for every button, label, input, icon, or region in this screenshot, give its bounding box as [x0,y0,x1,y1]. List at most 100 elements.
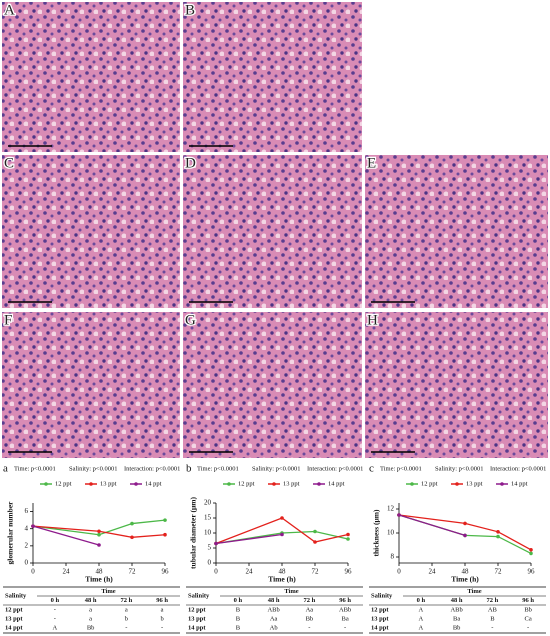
column-header: 96 h [156,597,168,604]
x-tick-label: 96 [528,568,536,576]
y-axis-label: tubular diameter (μm) [189,497,198,569]
micrograph [2,312,180,458]
x-tick-label: 24 [63,568,71,576]
legend-label: 12 ppt [421,480,438,487]
x-tick-label: 48 [279,568,287,576]
series-line [215,530,349,545]
data-point [463,533,467,538]
series-line [32,525,166,538]
data-point [346,532,350,537]
table-cell: B [490,615,495,622]
legend-marker [44,482,48,486]
table-cell: B [236,606,241,613]
y-tick-label: 15 [204,514,212,522]
legend-marker [89,482,93,486]
panel-letter: a [3,463,8,475]
row-header: 12 ppt [188,606,206,613]
legend-label: 14 ppt [328,480,345,487]
x-tick-label: 72 [495,568,503,576]
y-tick-label: 5 [208,544,212,552]
table-cell: Ca [525,615,532,622]
table-cell: a [89,615,92,622]
row-header: 13 ppt [371,615,389,622]
legend-label: 14 ppt [145,480,162,487]
data-point [130,521,134,526]
table-cell: - [54,615,56,622]
table-cell: ABb [450,606,462,613]
panel-letter: D [185,155,196,171]
panel-letter: F [4,312,12,328]
table-cell: - [161,624,163,631]
stats-note: Time: p<0.0001 [197,465,239,472]
x-tick-label: 0 [397,568,401,576]
micrograph [183,312,362,458]
table-cell: ABb [267,606,279,613]
y-axis-label: thickness (μm) [372,509,381,556]
column-header: 0 h [234,597,243,604]
table-cell: Bb [306,615,314,622]
row-header: 13 ppt [188,615,206,622]
legend-label: 14 ppt [511,480,528,487]
micrograph [183,2,362,152]
data-point [280,516,284,520]
x-tick-label: 24 [246,568,254,576]
panel-letter: B [185,2,195,18]
data-point [496,530,500,534]
series-line [398,514,466,537]
data-point [529,551,533,556]
micrograph [365,312,548,458]
data-point [346,537,350,541]
column-header: 48 h [268,597,280,604]
row-header: 12 ppt [5,606,23,613]
table-cell: - [344,624,346,631]
stats-note: Salinity: p<0.0001 [252,465,300,472]
x-tick-label: 0 [214,568,218,576]
table-cell: B [236,615,241,622]
stats-note: Time: p<0.0001 [14,465,56,472]
legend-marker [455,482,459,486]
row-header: 12 ppt [371,606,389,613]
table-header: Salinity [188,592,210,599]
table-cell: A [419,606,424,613]
table-cell: Bb [524,606,532,613]
stats-note: Interaction: p<0.0001 [490,465,546,472]
y-tick-label: 10 [204,529,212,537]
row-header: 14 ppt [188,624,206,631]
table-cell: a [125,606,128,613]
micrograph [365,155,548,308]
series-line [32,519,166,536]
panel-letter: c [369,463,374,475]
x-tick-label: 48 [462,568,470,576]
data-point [163,532,167,537]
data-point [397,513,401,517]
table-cell: Aa [270,615,278,622]
legend-marker [134,482,138,486]
table-cell: - [54,606,56,613]
panel-letter: E [367,155,376,171]
stats-note: Salinity: p<0.0001 [69,465,117,472]
data-point [163,518,167,522]
panel-letter: H [367,312,378,328]
y-tick-label: 0 [208,559,212,567]
table-header: Time [467,588,481,595]
x-tick-label: 72 [129,568,137,576]
x-tick-label: 72 [312,568,320,576]
column-header: 0 h [51,597,60,604]
x-axis-label: Time (h) [268,575,296,584]
table-cell: - [491,624,493,631]
micrograph [2,155,180,308]
data-point [529,548,533,552]
y-tick-label: 20 [204,499,212,507]
table-cell: ABb [339,606,351,613]
y-tick-label: 6 [25,507,29,515]
table-cell: A [419,615,424,622]
column-header: 48 h [451,597,463,604]
y-axis-label: glomerular number [6,501,15,565]
data-point [97,532,101,537]
table-header: Time [101,588,115,595]
column-header: 96 h [522,597,534,604]
table-cell: Bb [87,624,95,631]
data-point [463,521,467,526]
table-cell: - [308,624,310,631]
